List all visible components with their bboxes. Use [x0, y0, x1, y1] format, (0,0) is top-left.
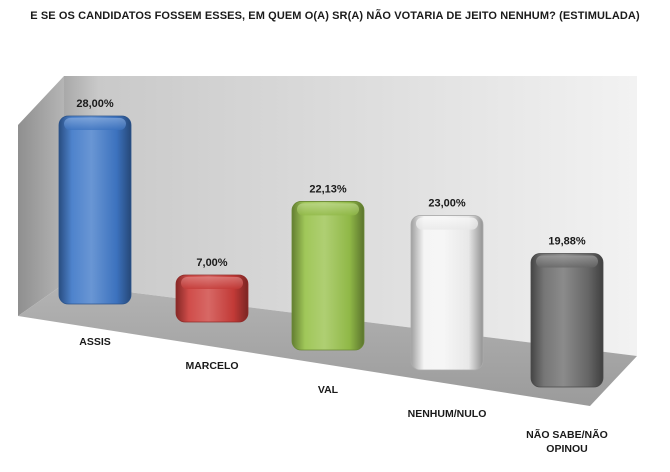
- bar-top-highlight: [64, 118, 126, 130]
- bar-top-highlight: [536, 255, 598, 268]
- category-label: NENHUM/NULO: [408, 408, 487, 420]
- bar-top-highlight: [297, 203, 359, 216]
- bar-nenhum-nulo: [410, 215, 484, 371]
- data-label: 28,00%: [76, 98, 114, 110]
- data-label: 22,13%: [309, 183, 347, 195]
- data-label: 19,88%: [548, 236, 586, 248]
- side-wall: [18, 76, 64, 316]
- category-label: VAL: [318, 384, 339, 396]
- bar-n-o-sabe-n-o-opinou: [530, 253, 604, 388]
- bar-top-highlight: [416, 217, 478, 230]
- chart-title: E SE OS CANDIDATOS FOSSEM ESSES, EM QUEM…: [30, 10, 640, 22]
- category-label: MARCELO: [185, 360, 238, 372]
- data-label: 7,00%: [196, 257, 227, 269]
- bar-val: [291, 201, 365, 351]
- bar-assis: [58, 115, 132, 305]
- bar-top-highlight: [181, 277, 243, 289]
- category-label: ASSIS: [79, 336, 111, 348]
- category-label: NÃO SABE/NÃO OPINOU: [526, 428, 608, 455]
- data-label: 23,00%: [428, 198, 466, 210]
